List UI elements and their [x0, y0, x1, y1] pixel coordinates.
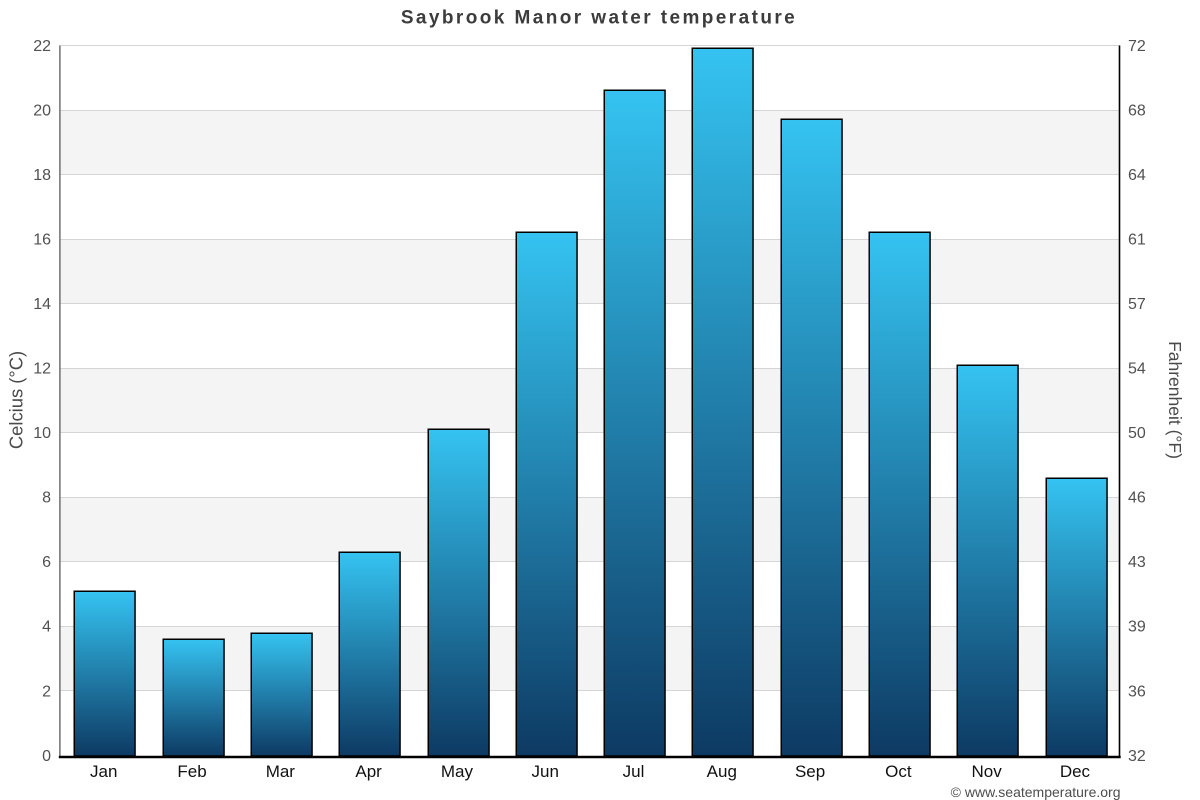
- svg-text:10: 10: [33, 425, 51, 442]
- svg-text:0: 0: [42, 748, 51, 765]
- svg-text:39: 39: [1128, 619, 1146, 636]
- svg-text:32: 32: [1128, 748, 1146, 765]
- svg-text:Jan: Jan: [90, 762, 117, 781]
- svg-text:Dec: Dec: [1060, 762, 1091, 781]
- svg-text:68: 68: [1128, 102, 1146, 119]
- svg-text:43: 43: [1128, 554, 1146, 571]
- svg-text:22: 22: [33, 38, 51, 55]
- svg-text:Celcius (°C): Celcius (°C): [6, 351, 27, 449]
- svg-text:2: 2: [42, 683, 51, 700]
- svg-text:Aug: Aug: [707, 762, 737, 781]
- svg-text:64: 64: [1128, 167, 1146, 184]
- svg-text:16: 16: [33, 231, 51, 248]
- svg-text:57: 57: [1128, 296, 1146, 313]
- svg-text:Sep: Sep: [795, 762, 825, 781]
- svg-text:50: 50: [1128, 425, 1146, 442]
- svg-text:Jun: Jun: [531, 762, 558, 781]
- svg-text:20: 20: [33, 102, 51, 119]
- svg-text:Saybrook Manor water temperatu: Saybrook Manor water temperature: [401, 8, 797, 29]
- svg-text:54: 54: [1128, 361, 1146, 378]
- svg-text:Jul: Jul: [623, 762, 645, 781]
- svg-text:Nov: Nov: [972, 762, 1003, 781]
- svg-text:Fahrenheit (°F): Fahrenheit (°F): [1165, 341, 1185, 459]
- svg-text:14: 14: [33, 296, 51, 313]
- svg-text:18: 18: [33, 167, 51, 184]
- svg-text:Oct: Oct: [885, 762, 912, 781]
- svg-text:36: 36: [1128, 683, 1146, 700]
- svg-text:46: 46: [1128, 490, 1146, 507]
- svg-text:May: May: [441, 762, 474, 781]
- svg-text:Mar: Mar: [266, 762, 296, 781]
- svg-text:72: 72: [1128, 38, 1146, 55]
- svg-text:Apr: Apr: [355, 762, 382, 781]
- svg-text:Feb: Feb: [177, 762, 206, 781]
- svg-text:8: 8: [42, 490, 51, 507]
- svg-text:61: 61: [1128, 231, 1146, 248]
- svg-text:12: 12: [33, 361, 51, 378]
- svg-text:© www.seatemperature.org: © www.seatemperature.org: [951, 784, 1121, 800]
- svg-text:4: 4: [42, 619, 51, 636]
- svg-text:6: 6: [42, 554, 51, 571]
